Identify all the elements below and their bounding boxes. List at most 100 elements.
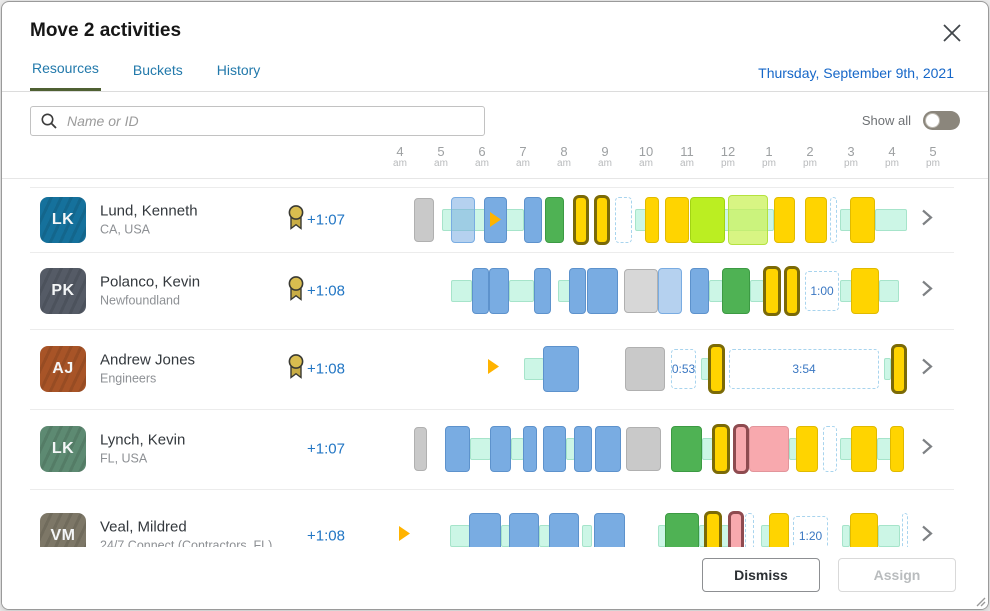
activity-block-blue[interactable] (587, 267, 618, 314)
activity-block-dashed[interactable] (823, 426, 837, 472)
activity-block-yellow[interactable] (774, 196, 795, 243)
activity-block-blue[interactable] (595, 426, 621, 472)
show-all-label: Show all (861, 113, 911, 128)
travel-segment (879, 279, 899, 302)
medal-badge (285, 275, 307, 306)
activity-block-blue[interactable] (445, 426, 470, 472)
date-link[interactable]: Thursday, September 9th, 2021 (752, 64, 960, 82)
medal-icon (288, 204, 304, 230)
activity-block-yellow[interactable] (796, 426, 818, 472)
activity-block-gold[interactable] (708, 344, 725, 394)
activity-block-green[interactable] (671, 426, 702, 472)
activity-block-gray[interactable] (626, 427, 661, 471)
row-expand-chevron[interactable] (918, 437, 935, 462)
play-icon (490, 212, 501, 227)
row-expand-chevron[interactable] (918, 207, 935, 232)
resource-info: Lund, Kenneth CA, USA (100, 201, 198, 238)
activity-block-blue[interactable] (489, 267, 509, 314)
search-input[interactable] (30, 106, 485, 136)
activity-block-dashedlabel[interactable]: 0:53 (671, 349, 696, 389)
resource-row[interactable]: AJ Andrew Jones Engineers +1:08 0:53 3:54 (2, 329, 988, 409)
activity-block-chartlight[interactable] (728, 194, 768, 245)
activity-block-blueplay[interactable] (484, 196, 507, 243)
activity-block-blue[interactable] (690, 267, 709, 314)
activity-block-yellow[interactable] (851, 267, 879, 314)
travel-segment (884, 358, 891, 380)
search-field (30, 106, 485, 136)
time-axis-tick: 7 am (516, 144, 530, 169)
resource-name: Lynch, Kevin (100, 431, 186, 449)
resource-row[interactable]: LK Lund, Kenneth CA, USA +1:07 (2, 187, 988, 252)
activity-block-dashed[interactable] (830, 196, 837, 243)
activity-block-chart[interactable] (690, 196, 725, 243)
time-axis-tick: 12 pm (720, 144, 736, 169)
resize-grip[interactable] (974, 595, 986, 607)
activity-block-blue[interactable] (524, 196, 542, 243)
activity-block-bluelight[interactable] (451, 196, 475, 243)
activity-block-gray[interactable] (414, 427, 427, 471)
row-expand-chevron[interactable] (918, 357, 935, 382)
resource-info: Lynch, Kevin FL, USA (100, 431, 185, 468)
tab-history[interactable]: History (215, 60, 263, 91)
resource-group: Newfoundland (100, 293, 180, 307)
activity-block-gray[interactable] (625, 347, 665, 391)
activity-block-green[interactable] (722, 267, 750, 314)
activity-block-dashed[interactable] (615, 196, 632, 243)
activity-block-blue[interactable] (534, 267, 551, 314)
activity-block-blue[interactable] (472, 267, 489, 314)
activity-block-pink[interactable] (749, 426, 789, 472)
resource-info: Andrew Jones Engineers (100, 351, 195, 388)
activity-block-green[interactable] (545, 196, 564, 243)
resource-row[interactable]: LK Lynch, Kevin FL, USA +1:07 (2, 409, 988, 489)
activity-block-dashedlabel[interactable]: 1:00 (805, 270, 839, 311)
activity-block-grayt[interactable] (624, 268, 658, 313)
activity-block-blue[interactable] (543, 346, 579, 392)
activity-block-yellow[interactable] (645, 196, 659, 243)
close-button[interactable] (938, 20, 966, 48)
travel-segment (709, 279, 723, 302)
resource-group: CA, USA (100, 222, 151, 236)
travel-segment (875, 208, 907, 231)
activity-block-bluelight[interactable] (658, 267, 682, 314)
play-icon (488, 359, 499, 374)
toggle-knob (925, 113, 940, 128)
activity-block-yellow[interactable] (850, 196, 875, 243)
medal-badge (285, 354, 307, 385)
travel-segment (842, 524, 850, 547)
time-axis-tick: 8 am (557, 144, 571, 169)
resource-group: Engineers (100, 371, 157, 386)
time-axis-tick: 3 pm (844, 144, 858, 169)
activity-block-gold[interactable] (891, 344, 907, 394)
tab-resources[interactable]: Resources (30, 60, 101, 91)
activity-block-yellow[interactable] (805, 196, 827, 243)
activity-block-blue[interactable] (490, 426, 511, 472)
activity-block-pinksel[interactable] (733, 424, 749, 474)
assign-button[interactable]: Assign (838, 558, 956, 592)
time-axis: 4 am 5 am 6 am 7 am 8 am 9 am 10 am 11 am 12 pm 1 pm 2 pm 3 pm 4… (2, 144, 988, 178)
row-expand-chevron[interactable] (918, 523, 935, 548)
play-icon (399, 525, 410, 541)
activity-block-blue[interactable] (569, 267, 586, 314)
play-marker (399, 525, 410, 546)
activity-block-gold[interactable] (573, 194, 589, 245)
activity-block-gray[interactable] (414, 197, 434, 242)
activity-block-gold[interactable] (712, 424, 730, 474)
dismiss-button[interactable]: Dismiss (702, 558, 820, 592)
activity-block-blue[interactable] (523, 426, 537, 472)
activity-block-dashedlabel[interactable]: 3:54 (729, 349, 879, 389)
time-delta: +1:08 (307, 360, 345, 378)
activity-block-gold[interactable] (594, 194, 610, 245)
resource-row[interactable]: PK Polanco, Kevin Newfoundland +1:08 1:00 (2, 252, 988, 329)
activity-block-yellow[interactable] (890, 426, 904, 472)
show-all-toggle[interactable] (923, 111, 960, 130)
activity-block-blue[interactable] (574, 426, 592, 472)
activity-block-blue[interactable] (543, 426, 566, 472)
activity-block-yellow[interactable] (665, 196, 689, 243)
activity-block-gold[interactable] (784, 265, 800, 316)
tab-buckets[interactable]: Buckets (131, 60, 185, 91)
row-expand-chevron[interactable] (918, 278, 935, 303)
activity-block-gold[interactable] (763, 265, 781, 316)
activity-block-yellow[interactable] (851, 426, 877, 472)
